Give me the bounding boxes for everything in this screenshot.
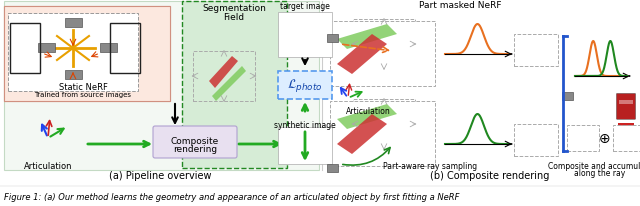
FancyBboxPatch shape xyxy=(330,22,435,87)
FancyBboxPatch shape xyxy=(284,146,324,149)
FancyBboxPatch shape xyxy=(567,125,599,151)
FancyBboxPatch shape xyxy=(50,62,86,65)
FancyBboxPatch shape xyxy=(514,35,558,67)
FancyBboxPatch shape xyxy=(516,38,554,51)
FancyBboxPatch shape xyxy=(8,14,138,91)
FancyBboxPatch shape xyxy=(616,143,640,150)
FancyBboxPatch shape xyxy=(618,123,634,129)
Text: Segmentation: Segmentation xyxy=(202,4,266,12)
FancyBboxPatch shape xyxy=(520,131,549,133)
Text: along the ray: along the ray xyxy=(574,168,626,177)
Polygon shape xyxy=(209,57,238,89)
FancyBboxPatch shape xyxy=(516,146,554,155)
FancyBboxPatch shape xyxy=(182,2,287,168)
Text: $\oplus$: $\oplus$ xyxy=(598,131,610,145)
FancyBboxPatch shape xyxy=(328,34,339,42)
FancyBboxPatch shape xyxy=(65,70,81,79)
Text: (a) Pipeline overview: (a) Pipeline overview xyxy=(109,170,211,180)
FancyBboxPatch shape xyxy=(516,56,554,65)
FancyBboxPatch shape xyxy=(282,16,328,34)
Polygon shape xyxy=(212,67,246,102)
FancyBboxPatch shape xyxy=(618,132,639,133)
Text: Articulation: Articulation xyxy=(24,162,72,171)
FancyBboxPatch shape xyxy=(516,128,554,140)
Text: $\mathcal{L}_{photo}$: $\mathcal{L}_{photo}$ xyxy=(287,77,323,94)
FancyBboxPatch shape xyxy=(616,132,636,150)
FancyBboxPatch shape xyxy=(563,92,573,100)
Text: Composite and accumulate: Composite and accumulate xyxy=(548,161,640,170)
FancyBboxPatch shape xyxy=(52,50,84,52)
FancyBboxPatch shape xyxy=(282,151,328,162)
FancyBboxPatch shape xyxy=(284,37,324,40)
Text: synthetic image: synthetic image xyxy=(274,120,336,129)
FancyBboxPatch shape xyxy=(278,13,332,58)
FancyBboxPatch shape xyxy=(573,132,593,133)
Text: (b) Composite rendering: (b) Composite rendering xyxy=(430,170,550,180)
FancyBboxPatch shape xyxy=(520,42,549,43)
FancyBboxPatch shape xyxy=(570,143,595,150)
Polygon shape xyxy=(337,104,397,129)
Text: Figure 1: (a) Our method learns the geometry and appearance of an articulated ob: Figure 1: (a) Our method learns the geom… xyxy=(4,193,460,201)
Text: target image: target image xyxy=(280,1,330,11)
Text: Composite: Composite xyxy=(171,136,219,145)
FancyBboxPatch shape xyxy=(514,124,558,156)
Text: Part-aware ray sampling: Part-aware ray sampling xyxy=(383,161,477,170)
Text: Articulation: Articulation xyxy=(346,107,390,116)
FancyBboxPatch shape xyxy=(328,164,339,172)
FancyBboxPatch shape xyxy=(570,129,595,139)
Text: Part masked NeRF: Part masked NeRF xyxy=(419,0,501,9)
FancyBboxPatch shape xyxy=(4,2,319,170)
FancyBboxPatch shape xyxy=(153,126,237,158)
FancyBboxPatch shape xyxy=(287,133,323,135)
FancyBboxPatch shape xyxy=(616,129,640,139)
FancyBboxPatch shape xyxy=(519,142,551,144)
FancyBboxPatch shape xyxy=(519,52,551,55)
FancyBboxPatch shape xyxy=(613,125,640,151)
Text: Field: Field xyxy=(223,12,244,21)
Text: rendering: rendering xyxy=(173,145,217,154)
Polygon shape xyxy=(337,25,397,50)
FancyBboxPatch shape xyxy=(572,140,594,142)
FancyBboxPatch shape xyxy=(282,43,328,55)
FancyBboxPatch shape xyxy=(617,140,640,142)
FancyBboxPatch shape xyxy=(330,102,435,166)
Polygon shape xyxy=(337,35,387,75)
FancyBboxPatch shape xyxy=(38,43,54,52)
FancyBboxPatch shape xyxy=(4,7,170,102)
FancyBboxPatch shape xyxy=(4,7,170,102)
FancyBboxPatch shape xyxy=(99,43,116,52)
FancyBboxPatch shape xyxy=(282,129,328,144)
Polygon shape xyxy=(337,115,387,154)
FancyBboxPatch shape xyxy=(65,18,81,27)
FancyBboxPatch shape xyxy=(47,46,88,61)
FancyBboxPatch shape xyxy=(47,67,88,77)
FancyBboxPatch shape xyxy=(278,127,332,164)
FancyBboxPatch shape xyxy=(616,94,636,120)
Text: Trained from source images: Trained from source images xyxy=(35,91,131,97)
FancyBboxPatch shape xyxy=(619,101,633,104)
FancyBboxPatch shape xyxy=(278,72,332,99)
FancyBboxPatch shape xyxy=(287,21,323,24)
Text: Static NeRF: Static NeRF xyxy=(59,82,108,91)
